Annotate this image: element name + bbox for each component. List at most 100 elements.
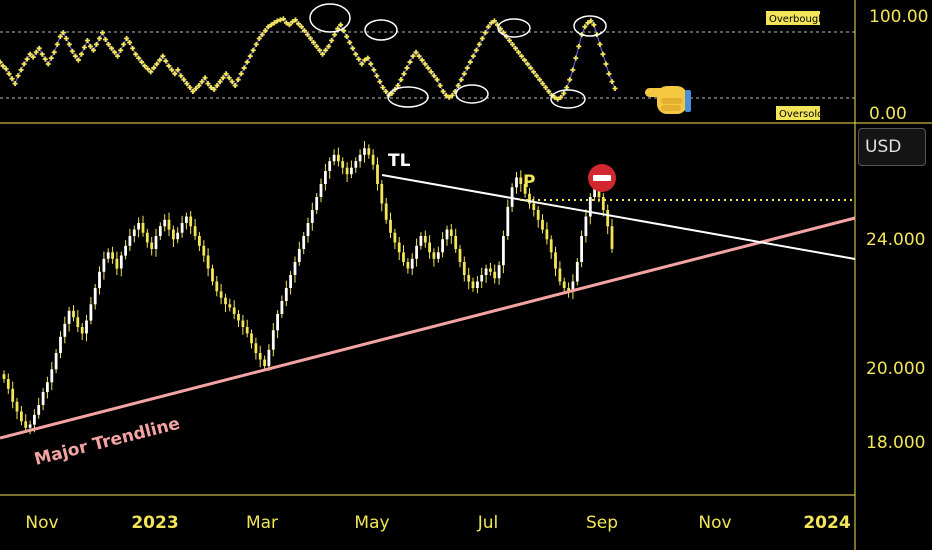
candle-body	[245, 327, 249, 334]
oscillator-point	[519, 53, 525, 59]
oscillator-point	[181, 77, 187, 83]
oscillator-point	[277, 17, 283, 23]
oscillator-point	[145, 66, 151, 72]
candle-body	[462, 262, 466, 275]
candle-body	[497, 265, 501, 279]
oscillator-point	[522, 57, 528, 63]
oscillator-point	[166, 63, 172, 69]
oscillator-point	[476, 41, 482, 47]
oscillator-point	[214, 83, 220, 89]
oscillator-point	[446, 94, 452, 100]
oscillator-point	[283, 20, 289, 26]
candle-body	[358, 154, 362, 162]
candle-body	[406, 262, 410, 269]
candle-body	[588, 197, 592, 217]
oscillator-point	[247, 53, 253, 59]
candlestick-series	[2, 141, 614, 435]
candle-body	[141, 223, 145, 233]
candle-body	[606, 210, 610, 227]
candle-body	[250, 333, 253, 344]
candle-body	[132, 229, 136, 236]
oscillator-point	[573, 55, 579, 61]
oscillator-point	[0, 63, 6, 69]
x-tick-nov: Nov	[25, 513, 58, 533]
oscillator-point	[78, 51, 84, 57]
candle-body	[6, 379, 10, 389]
oscillator-point	[217, 79, 223, 85]
candle-body	[397, 242, 401, 253]
candle-body	[354, 161, 358, 168]
oscillator-point	[187, 85, 193, 91]
oscillator-point	[326, 43, 332, 49]
oscillator-point	[488, 20, 494, 26]
oscillator-point	[404, 65, 410, 71]
oscillator-point	[537, 77, 543, 83]
oscillator-series	[0, 3, 618, 109]
oscillator-point	[124, 36, 130, 42]
extreme-highlight-circle	[387, 86, 429, 108]
candle-body	[276, 314, 279, 331]
candle-body	[76, 317, 80, 328]
candle-body	[176, 232, 180, 240]
oscillator-point	[398, 77, 404, 83]
candle-body	[402, 252, 405, 263]
oscillator-point	[338, 22, 344, 28]
candle-body	[597, 187, 601, 198]
candle-body	[289, 275, 292, 288]
oscillator-point	[154, 61, 160, 67]
oscillator-point	[467, 59, 473, 65]
candle-body	[410, 258, 414, 269]
oscillator-point	[274, 18, 280, 24]
oscillator-point	[27, 51, 33, 57]
candle-body	[297, 249, 301, 262]
oscillator-point	[570, 67, 576, 73]
oscillator-point	[443, 92, 449, 98]
currency-button[interactable]: USD	[858, 128, 926, 166]
oscillator-point	[473, 47, 479, 53]
oscillator-point	[295, 21, 301, 27]
oscillator-point	[100, 30, 105, 36]
oscillator-point	[148, 69, 154, 75]
oscillator-point	[365, 55, 371, 61]
candle-body	[189, 216, 193, 227]
oscillator-point	[301, 28, 307, 34]
candle-body	[376, 164, 379, 184]
oscillator-point	[39, 51, 45, 57]
candle-body	[454, 236, 458, 249]
candle-body	[367, 148, 371, 155]
oscillator-point	[564, 85, 570, 91]
candle-body	[89, 304, 93, 321]
oscillator-point	[133, 51, 139, 57]
oscillator-point	[226, 75, 232, 81]
oscillator-point	[525, 61, 531, 67]
oscillator-point	[103, 37, 109, 42]
candle-body	[228, 304, 232, 308]
oscillator-point	[558, 94, 564, 100]
candle-body	[436, 252, 440, 259]
candle-body	[258, 353, 262, 360]
oscillator-point	[534, 73, 540, 79]
price-y-tick-20: 20.000	[866, 359, 925, 379]
oscillator-point	[208, 85, 214, 91]
candle-body	[328, 161, 332, 171]
candle-body	[580, 236, 583, 262]
candle-body	[163, 219, 167, 227]
oscillator-point	[90, 47, 96, 53]
candle-body	[33, 414, 36, 425]
oscillator-point	[3, 66, 9, 72]
candle-body	[428, 242, 431, 253]
oscillator-point	[425, 65, 431, 71]
oscillator-point	[238, 71, 244, 77]
candle-body	[232, 307, 236, 314]
x-tick-sep: Sep	[586, 513, 618, 533]
candle-body	[458, 249, 462, 262]
candle-body	[415, 245, 418, 259]
candle-body	[432, 252, 436, 259]
candle-body	[310, 210, 314, 223]
oscillator-point	[250, 47, 256, 53]
oscillator-point	[24, 56, 30, 62]
oscillator-point	[75, 57, 81, 63]
candle-body	[601, 197, 605, 210]
oscillator-point	[485, 24, 491, 30]
oscillator-point	[510, 41, 515, 47]
